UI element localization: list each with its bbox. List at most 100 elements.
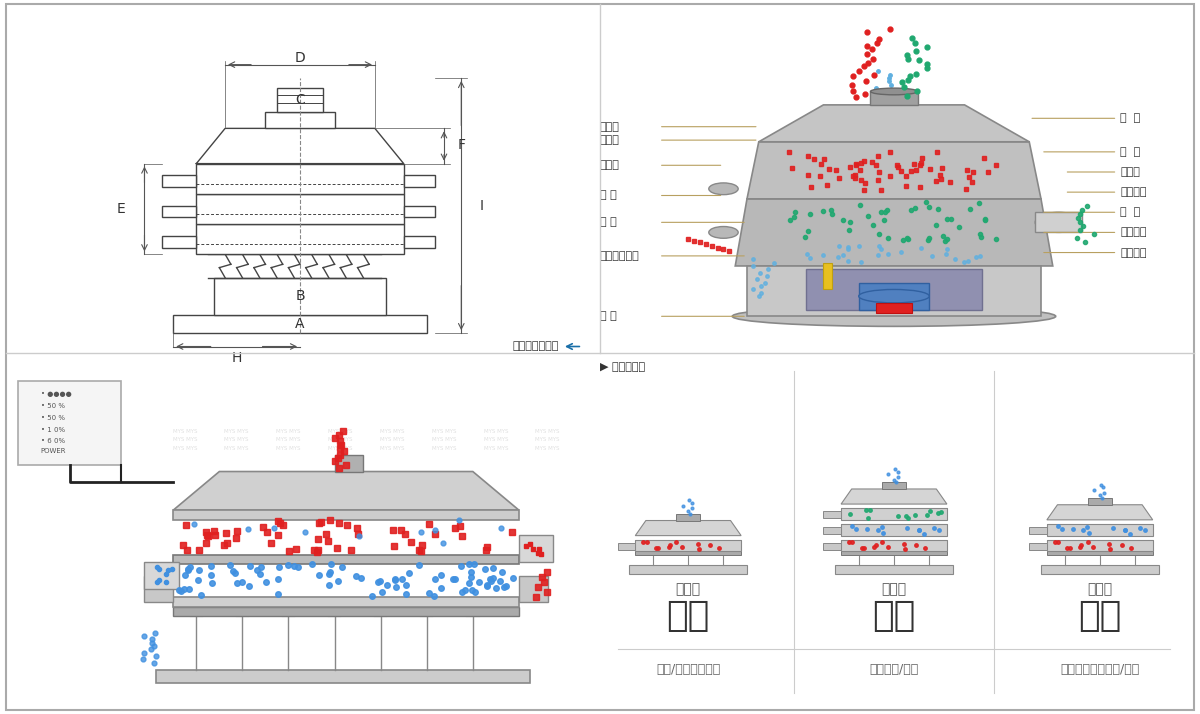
- Text: 外形尺寸示意图: 外形尺寸示意图: [512, 341, 559, 351]
- Bar: [1046, 551, 1153, 555]
- Text: MYS MYS: MYS MYS: [328, 446, 353, 451]
- Text: 加重块: 加重块: [1121, 167, 1140, 177]
- Circle shape: [19, 422, 40, 434]
- Text: 双层式: 双层式: [1087, 582, 1112, 596]
- Bar: [403, 206, 436, 217]
- Bar: [1030, 543, 1046, 550]
- Text: MYS MYS: MYS MYS: [432, 437, 456, 442]
- Text: 网  架: 网 架: [1121, 147, 1141, 157]
- Text: B: B: [295, 289, 305, 303]
- Bar: [1046, 540, 1153, 551]
- Bar: [1046, 524, 1153, 536]
- Text: MYS MYS: MYS MYS: [328, 437, 353, 442]
- Bar: [265, 111, 335, 129]
- Bar: [859, 283, 929, 310]
- Bar: [277, 88, 323, 111]
- Bar: [197, 224, 403, 254]
- Bar: [823, 263, 833, 289]
- Text: 去除液体中的颗粒/异物: 去除液体中的颗粒/异物: [1060, 663, 1140, 676]
- Bar: [144, 562, 179, 589]
- Text: I: I: [480, 198, 484, 213]
- Text: MYS MYS: MYS MYS: [224, 428, 248, 434]
- Bar: [876, 303, 912, 313]
- Bar: [173, 315, 427, 333]
- Bar: [1030, 527, 1046, 534]
- Text: MYS MYS: MYS MYS: [484, 446, 508, 451]
- Bar: [882, 482, 906, 489]
- Bar: [144, 575, 173, 603]
- Bar: [823, 543, 841, 550]
- Text: 分级: 分级: [666, 599, 710, 633]
- Bar: [635, 551, 742, 555]
- Text: • 50 %: • 50 %: [41, 415, 65, 421]
- Bar: [335, 455, 364, 471]
- Text: D: D: [295, 51, 305, 65]
- Text: MYS MYS: MYS MYS: [224, 437, 248, 442]
- Text: 进料口: 进料口: [600, 121, 620, 131]
- Text: MYS MYS: MYS MYS: [276, 437, 301, 442]
- Text: 单层式: 单层式: [676, 582, 701, 596]
- Bar: [841, 540, 947, 551]
- Bar: [403, 176, 436, 187]
- Bar: [162, 236, 197, 248]
- Text: 除杂: 除杂: [1078, 599, 1122, 633]
- Text: MYS MYS: MYS MYS: [484, 437, 508, 442]
- Text: 运输固定螺栓: 运输固定螺栓: [600, 251, 640, 261]
- Bar: [41, 456, 55, 461]
- Bar: [629, 565, 746, 574]
- Bar: [61, 456, 76, 461]
- Bar: [18, 381, 121, 465]
- Bar: [197, 193, 403, 224]
- Bar: [823, 511, 841, 518]
- Bar: [518, 536, 553, 562]
- Text: MYS MYS: MYS MYS: [276, 428, 301, 434]
- Text: 筛  盘: 筛 盘: [1121, 207, 1141, 217]
- Bar: [403, 236, 436, 248]
- Bar: [214, 278, 386, 315]
- Ellipse shape: [1036, 212, 1082, 233]
- Text: 振动电机: 振动电机: [1121, 227, 1147, 238]
- Text: • 50 %: • 50 %: [41, 403, 65, 409]
- Text: 机 座: 机 座: [600, 311, 617, 321]
- Bar: [841, 551, 947, 555]
- Bar: [173, 608, 518, 615]
- Text: 颗粒/粉末准确分级: 颗粒/粉末准确分级: [656, 663, 720, 676]
- Text: F: F: [457, 138, 466, 152]
- Polygon shape: [1046, 505, 1153, 520]
- Text: A: A: [295, 317, 305, 331]
- Bar: [835, 565, 953, 574]
- Bar: [173, 598, 518, 608]
- Text: • 1 0%: • 1 0%: [41, 426, 65, 433]
- Text: MYS MYS: MYS MYS: [173, 437, 197, 442]
- Bar: [173, 510, 518, 521]
- Text: 过滤: 过滤: [872, 599, 916, 633]
- Text: MYS MYS: MYS MYS: [224, 446, 248, 451]
- Text: ▶ 结构示意图: ▶ 结构示意图: [600, 361, 646, 372]
- Text: 束 环: 束 环: [600, 191, 617, 201]
- Text: MYS MYS: MYS MYS: [173, 446, 197, 451]
- Text: MYS MYS: MYS MYS: [276, 446, 301, 451]
- Bar: [197, 164, 403, 193]
- Bar: [870, 91, 918, 105]
- Text: MYS MYS: MYS MYS: [535, 437, 560, 442]
- Ellipse shape: [859, 289, 929, 303]
- Bar: [162, 176, 197, 187]
- Bar: [156, 670, 530, 683]
- Text: 弹 簧: 弹 簧: [600, 217, 617, 227]
- Text: 去除异物/结块: 去除异物/结块: [869, 663, 919, 676]
- Polygon shape: [841, 489, 947, 504]
- Polygon shape: [173, 471, 518, 510]
- Bar: [618, 543, 635, 550]
- Polygon shape: [758, 105, 1030, 142]
- Text: MYS MYS: MYS MYS: [535, 446, 560, 451]
- Text: E: E: [118, 202, 126, 216]
- Bar: [841, 524, 947, 536]
- Bar: [1036, 212, 1082, 233]
- Text: • ●●●●: • ●●●●: [41, 391, 72, 398]
- Bar: [1088, 498, 1111, 505]
- Text: MYS MYS: MYS MYS: [380, 446, 404, 451]
- Text: 三层式: 三层式: [882, 582, 906, 596]
- Bar: [635, 540, 742, 551]
- Ellipse shape: [732, 306, 1056, 326]
- Text: MYS MYS: MYS MYS: [432, 446, 456, 451]
